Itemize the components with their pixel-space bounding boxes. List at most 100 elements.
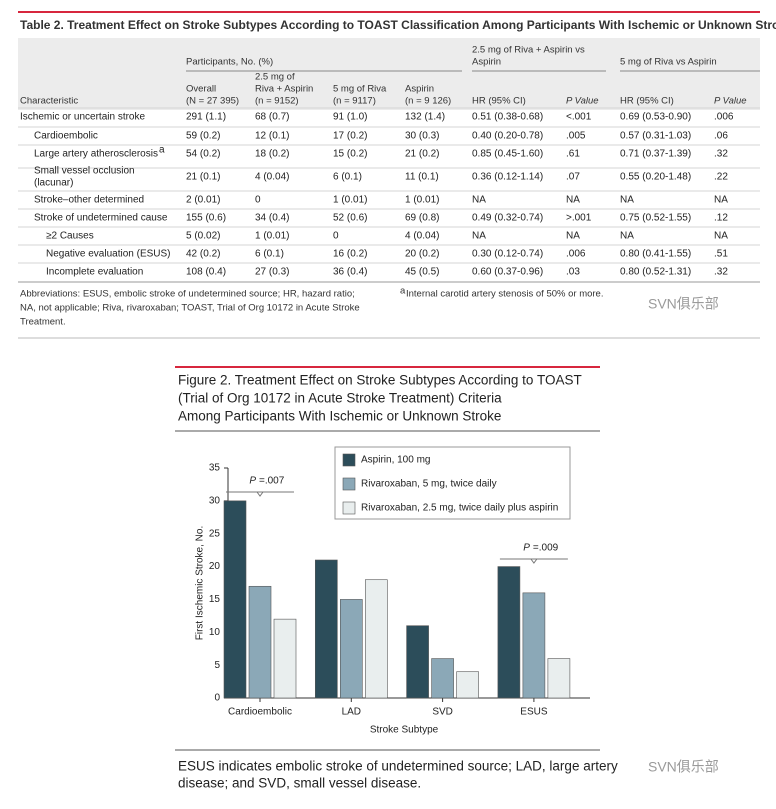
table-cell: NA — [620, 231, 634, 242]
table-cell: 69 (0.8) — [405, 213, 439, 224]
bar — [497, 566, 521, 699]
table-cell: NA — [472, 195, 486, 206]
table-cell: .03 — [566, 267, 580, 278]
watermark: SVN俱乐部 — [648, 759, 719, 775]
table-cell: 1 (0.01) — [333, 195, 367, 206]
table-cell: .005 — [566, 131, 586, 142]
table-cell: 16 (0.2) — [333, 249, 367, 260]
row-label: Cardioembolic — [34, 131, 98, 142]
table-cell: 0.75 (0.52-1.55) — [620, 213, 691, 224]
footnote: Treatment. — [20, 317, 66, 328]
row-label: Stroke–other determined — [34, 195, 144, 206]
table-cell: NA — [566, 231, 580, 242]
column-header: HR (95% CI) — [620, 96, 674, 107]
group-header: Aspirin — [472, 57, 501, 68]
table-cell: 68 (0.7) — [255, 112, 289, 123]
table-cell: 0.55 (0.20-1.48) — [620, 172, 691, 183]
bar — [547, 658, 571, 699]
row-label: Large artery atherosclerosis — [34, 149, 158, 160]
table-cell: .22 — [714, 172, 728, 183]
table-cell: .006 — [566, 249, 586, 260]
table-cell: 0.71 (0.37-1.39) — [620, 149, 691, 160]
table-cell: 0.60 (0.37-0.96) — [472, 267, 543, 278]
column-header: (n = 9 126) — [405, 96, 451, 107]
annotation-tick — [530, 558, 538, 564]
table-title: Table 2. Treatment Effect on Stroke Subt… — [20, 18, 776, 32]
table-cell: 4 (0.04) — [255, 172, 289, 183]
y-tick-label: 35 — [209, 463, 221, 474]
annotation-symbol: P — [249, 476, 256, 487]
x-tick-label: Cardioembolic — [228, 707, 292, 718]
table-cell: .006 — [714, 112, 734, 123]
column-header: P Value — [714, 96, 747, 107]
column-header: 2.5 mg of — [255, 72, 295, 83]
table-cell: .07 — [566, 172, 580, 183]
x-tick-label: LAD — [342, 707, 361, 718]
table-cell: 5 (0.02) — [186, 231, 220, 242]
footnote: Internal carotid artery stenosis of 50% … — [406, 289, 603, 300]
x-axis-label: Stroke Subtype — [370, 725, 439, 736]
table-cell: 0.51 (0.38-0.68) — [472, 112, 543, 123]
watermark: SVN俱乐部 — [648, 296, 719, 312]
bar — [406, 625, 429, 699]
legend-swatch — [342, 453, 356, 467]
y-tick-label: 30 — [209, 495, 221, 506]
row-label: Ischemic or uncertain stroke — [20, 112, 145, 123]
legend-label: Rivaroxaban, 2.5 mg, twice daily plus as… — [361, 503, 558, 514]
table-cell: 11 (0.1) — [405, 172, 439, 183]
row-label: Incomplete evaluation — [46, 267, 143, 278]
table-cell: 21 (0.2) — [405, 149, 439, 160]
table-cell: NA — [714, 231, 728, 242]
table-cell: NA — [472, 231, 486, 242]
y-tick-label: 20 — [209, 561, 221, 572]
column-header: (N = 27 395) — [186, 96, 239, 107]
table-cell: .32 — [714, 149, 728, 160]
x-tick-label: SVD — [432, 707, 453, 718]
table-cell: .06 — [714, 131, 728, 142]
bar — [364, 579, 388, 699]
bar — [522, 592, 546, 699]
table-cell: 108 (0.4) — [186, 267, 226, 278]
table-cell: 0.49 (0.32-0.74) — [472, 213, 543, 224]
table-cell: 17 (0.2) — [333, 131, 367, 142]
table-cell: 20 (0.2) — [405, 249, 439, 260]
column-header: 5 mg of Riva — [333, 84, 387, 95]
table-cell: >.001 — [566, 213, 592, 224]
column-header: Riva + Aspirin — [255, 84, 313, 95]
group-header: Participants, No. (%) — [186, 57, 273, 68]
table-cell: 30 (0.3) — [405, 131, 439, 142]
table-cell: NA — [620, 195, 634, 206]
group-header: 5 mg of Riva vs Aspirin — [620, 57, 717, 68]
y-tick-label: 5 — [214, 660, 220, 671]
y-tick-label: 15 — [209, 594, 221, 605]
table-cell: 54 (0.2) — [186, 149, 220, 160]
table-cell: 1 (0.01) — [255, 231, 289, 242]
table-cell: 15 (0.2) — [333, 149, 367, 160]
legend-swatch — [342, 501, 356, 515]
column-header: (n = 9117) — [333, 96, 376, 107]
annotation-symbol: P — [523, 543, 530, 554]
group-header: 2.5 mg of Riva + Aspirin vs — [472, 45, 585, 56]
table-cell: 36 (0.4) — [333, 267, 367, 278]
table-cell: 0 — [255, 195, 261, 206]
table-cell: 0.57 (0.31-1.03) — [620, 131, 691, 142]
table-cell: 0 — [333, 231, 339, 242]
table-cell: .32 — [714, 267, 728, 278]
table-cell: 18 (0.2) — [255, 149, 289, 160]
bar — [248, 585, 272, 699]
table-cell: 12 (0.1) — [255, 131, 289, 142]
column-header: Overall — [186, 84, 216, 95]
table-cell: 291 (1.1) — [186, 112, 226, 123]
table-cell: <.001 — [566, 112, 592, 123]
figure-title: (Trial of Org 10172 in Acute Stroke Trea… — [178, 391, 502, 406]
y-axis-label: First Ischemic Stroke, No. — [195, 526, 206, 640]
table-cell: 6 (0.1) — [255, 249, 284, 260]
figure-title: Figure 2. Treatment Effect on Stroke Sub… — [178, 373, 582, 388]
column-header: P Value — [566, 96, 599, 107]
table-cell: 6 (0.1) — [333, 172, 362, 183]
column-header: (n = 9152) — [255, 96, 299, 107]
x-tick-label: ESUS — [520, 707, 548, 718]
y-tick-label: 25 — [209, 528, 221, 539]
y-tick-label: 10 — [209, 627, 221, 638]
